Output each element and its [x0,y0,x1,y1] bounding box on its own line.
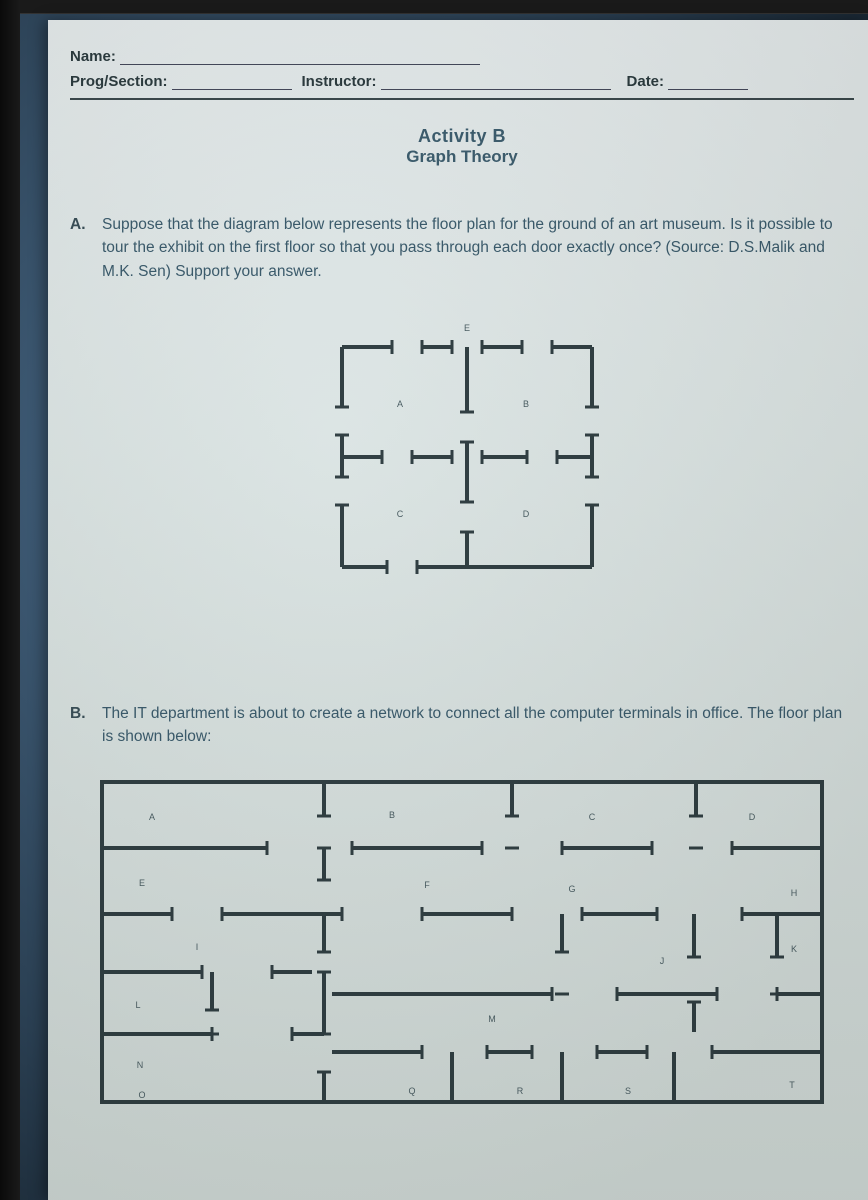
question-b-text: The IT department is about to create a n… [102,702,854,749]
instructor-label: Instructor: [302,73,377,90]
svg-text:B: B [389,810,395,820]
header-rule [70,98,854,100]
svg-text:Q: Q [408,1086,415,1096]
svg-text:A: A [149,812,155,822]
floorplan-a: E A B C D [282,307,642,607]
prog-label: Prog/Section: [70,73,168,90]
monitor-bezel-top [0,0,868,14]
worksheet-paper: Name: Prog/Section: Instructor: Date: Ac… [48,20,868,1200]
svg-text:J: J [660,956,665,966]
svg-text:C: C [397,509,404,519]
date-label: Date: [627,73,665,90]
monitor-bezel-left [0,0,20,1200]
activity-line2: Graph Theory [70,147,854,167]
svg-text:S: S [625,1086,631,1096]
question-a-letter: A. [70,213,88,283]
svg-text:E: E [464,323,470,333]
svg-text:D: D [749,812,756,822]
question-a-text: Suppose that the diagram below represent… [102,213,854,283]
svg-text:A: A [397,399,403,409]
svg-text:N: N [137,1060,144,1070]
svg-text:R: R [517,1086,524,1096]
name-label: Name: [70,48,116,65]
svg-text:O: O [138,1090,145,1100]
floorplan-b: A B C D E F G H I J K L M N O Q R S T [92,772,832,1112]
activity-line1: Activity B [70,126,854,147]
svg-text:I: I [196,942,199,952]
svg-text:D: D [523,509,530,519]
svg-text:C: C [589,812,596,822]
activity-heading: Activity B Graph Theory [70,126,854,167]
question-b: B. The IT department is about to create … [70,702,854,749]
svg-text:E: E [139,878,145,888]
header-row-2: Prog/Section: Instructor: Date: [70,73,854,90]
question-a: A. Suppose that the diagram below repres… [70,213,854,283]
svg-text:G: G [568,884,575,894]
prog-blank [172,74,292,90]
svg-text:L: L [135,1000,140,1010]
svg-text:H: H [791,888,798,898]
header-row-1: Name: [70,48,854,65]
question-b-letter: B. [70,702,88,749]
date-blank [668,74,748,90]
name-blank [120,49,480,65]
svg-text:F: F [424,880,430,890]
svg-text:T: T [789,1080,795,1090]
floorplan-b-wrap: A B C D E F G H I J K L M N O Q R S T [70,772,854,1117]
floorplan-a-wrap: E A B C D [70,307,854,612]
svg-text:M: M [488,1014,496,1024]
svg-text:K: K [791,944,797,954]
svg-text:B: B [523,399,529,409]
instructor-blank [381,74,611,90]
